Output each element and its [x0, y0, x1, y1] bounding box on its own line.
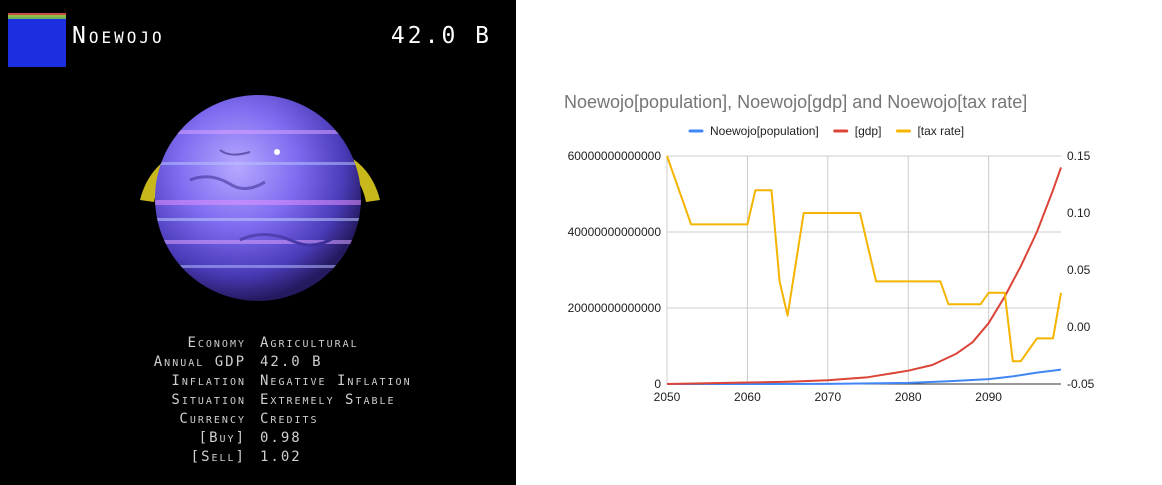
y-left-tick-label: 60000000000000 [568, 149, 662, 163]
y-left-tick-label: 0 [654, 377, 661, 391]
stat-row-economy: Economy Agricultural [0, 335, 516, 354]
stat-row-inflation: Inflation Negative Inflation [0, 373, 516, 392]
x-tick-label: 2070 [814, 390, 841, 404]
stat-value: 42.0 B [260, 354, 323, 370]
y-right-tick-label: 0.00 [1067, 320, 1091, 334]
stat-value: 0.98 [260, 430, 302, 446]
stat-row-currency: Currency Credits [0, 411, 516, 430]
planet-flag [8, 13, 66, 67]
stat-row-sell: [Sell] 1.02 [0, 449, 516, 468]
y-right-tick-label: -0.05 [1067, 377, 1095, 391]
planet-info-panel: Noewojo 42.0 B E [0, 0, 516, 485]
stat-row-situation: Situation Extremely Stable [0, 392, 516, 411]
chart-ticks: 0 20000000000000 40000000000000 60000000000… [568, 149, 1095, 404]
stat-value: Agricultural [260, 335, 359, 351]
legend-label: Noewojo[population] [710, 124, 819, 138]
line-chart: Noewojo[population], Noewojo[gdp] and No… [564, 92, 1095, 404]
series-line-2 [666, 155, 1062, 363]
planet-image [140, 95, 380, 301]
x-tick-label: 2080 [895, 390, 922, 404]
y-right-tick-label: 0.10 [1067, 206, 1091, 220]
series-line-1 [666, 167, 1062, 385]
series-line-0 [667, 368, 1062, 385]
x-tick-label: 2090 [975, 390, 1002, 404]
stat-value: Negative Inflation [260, 373, 412, 389]
legend-label: [tax rate] [917, 124, 964, 138]
stat-row-annual-gdp: Annual GDP 42.0 B [0, 354, 516, 373]
header-gdp: 42.0 B [390, 23, 492, 49]
stat-label: Inflation [171, 373, 246, 389]
stat-label: Situation [171, 392, 246, 408]
stat-label: Annual GDP [153, 354, 246, 370]
y-left-tick-label: 40000000000000 [568, 225, 662, 239]
stat-row-buy: [Buy] 0.98 [0, 430, 516, 449]
legend-label: [gdp] [855, 124, 882, 138]
chart-series [666, 155, 1062, 385]
y-right-tick-label: 0.15 [1067, 149, 1091, 163]
stat-value: 1.02 [260, 449, 302, 465]
stat-label: Economy [187, 335, 246, 351]
planet-name: Noewojo [72, 23, 165, 49]
stat-value: Credits [260, 411, 319, 427]
chart-grid [666, 155, 1061, 385]
stat-label: [Sell] [190, 449, 246, 465]
stat-label: Currency [179, 411, 246, 427]
y-left-tick-label: 20000000000000 [568, 301, 662, 315]
chart-panel: Noewojo[population], Noewojo[gdp] and No… [516, 0, 1162, 485]
stat-label: [Buy] [198, 430, 246, 446]
y-right-tick-label: 0.05 [1067, 263, 1091, 277]
chart-title: Noewojo[population], Noewojo[gdp] and No… [564, 92, 1027, 112]
x-tick-label: 2060 [734, 390, 761, 404]
chart-legend: Noewojo[population] [gdp] [tax rate] [688, 124, 964, 138]
x-tick-label: 2050 [654, 390, 681, 404]
stat-value: Extremely Stable [260, 392, 396, 408]
